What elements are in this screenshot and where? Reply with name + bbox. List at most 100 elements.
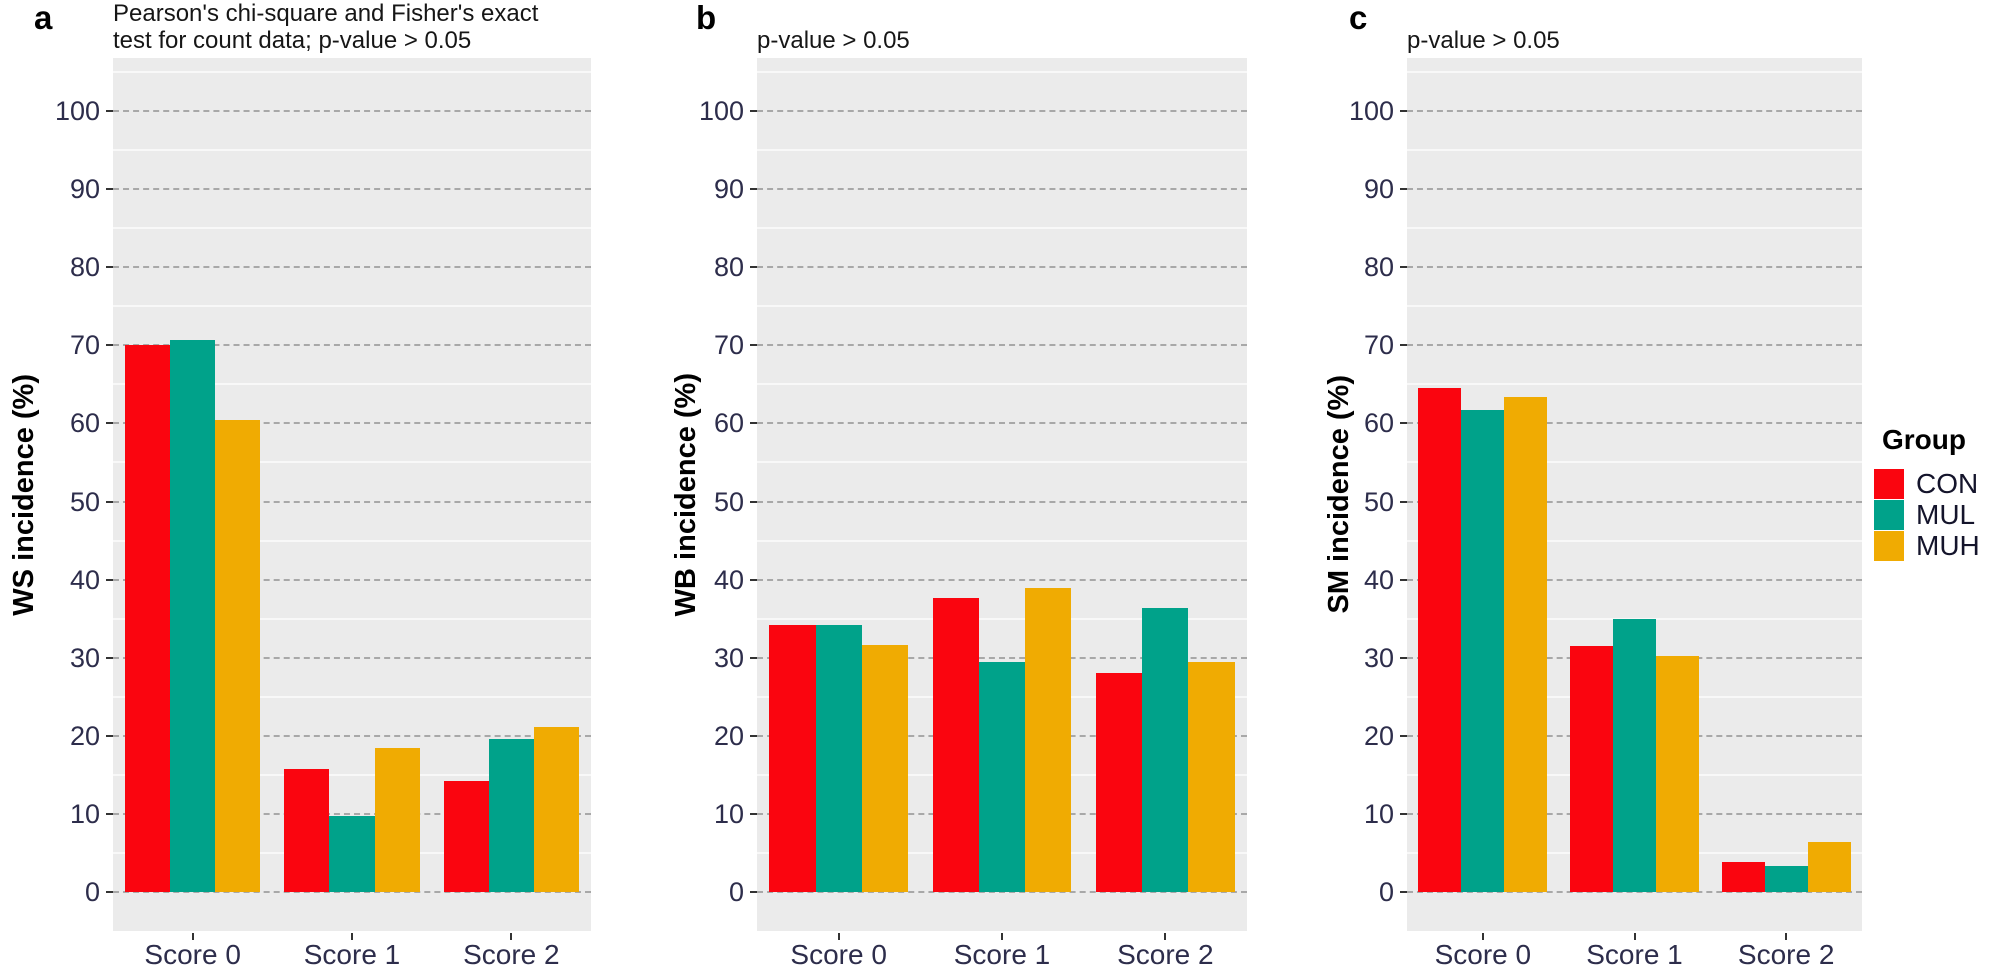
bar-mul-score-0: [1461, 410, 1505, 892]
gridline-major: [757, 344, 1247, 347]
y-tick-mark: [1400, 110, 1407, 113]
y-axis: 0 10 20 30 40 50 60 70 80 90 100: [662, 58, 757, 931]
panel-b-header: b p-value > 0.05: [662, 0, 1315, 58]
panel-b-letter: b: [696, 0, 717, 36]
gridline-major: [1407, 500, 1862, 503]
legend-label-con: CON: [1916, 467, 1979, 499]
gridline-minor: [113, 773, 591, 776]
panel-c: c p-value > 0.05 SM incidence (%) 0 10 20 3…: [1315, 0, 1870, 966]
gridline-minor: [1407, 149, 1862, 152]
y-tick-mark: [1400, 344, 1407, 347]
x-tick-label: Score 0: [790, 939, 887, 966]
y-tick-mark: [106, 500, 113, 503]
y-tick-label: 60: [1363, 408, 1394, 439]
x-axis: Score 0 Score 1 Score 2: [113, 931, 591, 966]
x-tick-mark: [1785, 933, 1788, 940]
gridline-minor: [113, 71, 591, 74]
gridline-minor: [757, 617, 1247, 620]
y-tick-label: 0: [728, 876, 744, 907]
bar-mul-score-2: [1764, 866, 1808, 892]
panel-a-header: a Pearson's chi-square and Fisher's exac…: [0, 0, 662, 58]
gridline-major: [1407, 344, 1862, 347]
x-tick-mark: [1481, 933, 1484, 940]
y-tick-mark: [1400, 890, 1407, 893]
y-tick-mark: [750, 188, 757, 191]
y-tick-mark: [1400, 578, 1407, 581]
bar-mul-score-0: [815, 624, 862, 892]
y-tick-label: 20: [713, 720, 744, 751]
gridline-major: [113, 422, 591, 425]
gridline-major: [113, 734, 591, 737]
y-tick-mark: [1400, 812, 1407, 815]
x-tick-mark: [351, 933, 353, 940]
gridline-minor: [113, 539, 591, 542]
gridline-major: [757, 188, 1247, 191]
legend-item-muh: MUH: [1874, 530, 1980, 561]
bar-muh-score-0: [861, 645, 909, 892]
panel-b-body: WB incidence (%) 0 10 20 30 40 50 60 70 80 90 100 …: [662, 58, 1315, 966]
panel-b: b p-value > 0.05 WB incidence (%) 0 10 20 3…: [662, 0, 1315, 966]
y-tick-mark: [106, 266, 113, 269]
gridline-minor: [113, 695, 591, 698]
y-tick-mark: [106, 890, 113, 893]
y-tick-mark: [750, 344, 757, 347]
bar-mul-score-1: [1613, 618, 1656, 892]
x-tick-mark: [510, 933, 513, 940]
y-tick-mark: [750, 656, 757, 659]
gridline-minor: [1407, 383, 1862, 386]
x-tick-label: Score 0: [144, 939, 241, 966]
panel-a: a Pearson's chi-square and Fisher's exac…: [0, 0, 662, 966]
gridline-minor: [1407, 305, 1862, 308]
gridline-major: [1407, 578, 1862, 581]
gridline-major: [757, 578, 1247, 581]
gridline-major: [113, 344, 591, 347]
gridline-minor: [757, 461, 1247, 464]
bar-muh-score-2: [533, 727, 580, 892]
x-tick-mark: [191, 933, 194, 940]
y-tick-label: 30: [713, 642, 744, 673]
gridline-minor: [1407, 71, 1862, 74]
gridline-major: [113, 656, 591, 659]
y-tick-label: 100: [1348, 96, 1394, 127]
bar-muh-score-0: [215, 419, 261, 892]
y-tick-label: 50: [1363, 486, 1394, 517]
y-tick-mark: [1400, 734, 1407, 737]
legend-label-mul: MUL: [1916, 498, 1976, 530]
legend: Group CON MUL MUH: [1870, 0, 2007, 966]
x-axis: Score 0 Score 1 Score 2: [757, 931, 1247, 966]
gridline-major: [1407, 890, 1862, 893]
gridline-minor: [757, 149, 1247, 152]
bar-con-score-2: [1721, 861, 1765, 892]
y-tick-label: 30: [69, 642, 100, 673]
bar-muh-score-2: [1807, 841, 1851, 892]
gridline-minor: [757, 305, 1247, 308]
y-tick-mark: [106, 812, 113, 815]
y-tick-label: 10: [69, 798, 100, 829]
gridline-minor: [113, 149, 591, 152]
y-tick-mark: [1400, 188, 1407, 191]
y-tick-mark: [106, 344, 113, 347]
gridline-minor: [1407, 539, 1862, 542]
bar-mul-score-0: [170, 339, 216, 892]
y-tick-mark: [1400, 422, 1407, 425]
y-tick-label: 60: [713, 408, 744, 439]
gridline-major: [757, 266, 1247, 269]
y-tick-label: 100: [698, 96, 744, 127]
y-tick-label: 70: [1363, 330, 1394, 361]
x-tick-mark: [1001, 933, 1003, 940]
y-tick-mark: [106, 188, 113, 191]
y-axis: 0 10 20 30 40 50 60 70 80 90 100: [1315, 58, 1407, 931]
plot-area: [757, 58, 1247, 931]
bar-con-score-1: [932, 597, 979, 892]
gridline-major: [757, 500, 1247, 503]
y-tick-label: 10: [1363, 798, 1394, 829]
bar-mul-score-1: [329, 816, 375, 892]
bar-con-score-1: [284, 768, 330, 892]
y-tick-mark: [750, 890, 757, 893]
gridline-major: [757, 890, 1247, 893]
legend-swatch-mul: [1874, 499, 1904, 530]
bar-muh-score-0: [1504, 396, 1548, 892]
y-tick-mark: [750, 422, 757, 425]
panel-title: p-value > 0.05: [1407, 27, 1560, 54]
